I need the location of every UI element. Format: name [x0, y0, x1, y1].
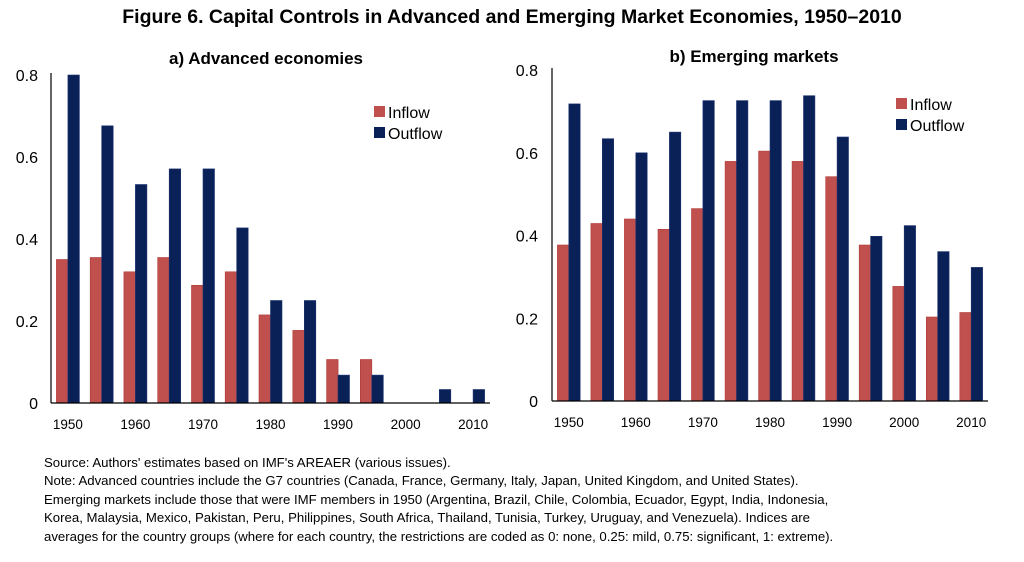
- chart-title-advanced: a) Advanced economies: [169, 49, 363, 68]
- bar-outflow-1970: [702, 100, 715, 402]
- bar-outflow-2010: [970, 267, 983, 402]
- x-tick-label: 1950: [554, 415, 584, 430]
- y-tick-label: 0.2: [516, 311, 538, 328]
- bar-outflow-1990: [337, 374, 350, 404]
- y-tick-label: 0.6: [16, 150, 38, 167]
- x-tick-label: 1950: [53, 417, 83, 432]
- y-tick-label: 0.4: [16, 232, 38, 249]
- y-tick-label: 0: [29, 396, 38, 413]
- y-tick-label: 0.8: [516, 63, 538, 80]
- bar-outflow-1980: [270, 300, 283, 404]
- bar-outflow-1995: [371, 374, 384, 404]
- chart-title-emerging: b) Emerging markets: [669, 47, 838, 66]
- bar-outflow-1955: [601, 138, 614, 402]
- bar-outflow-1950: [568, 103, 581, 402]
- legend-label-outflow: Outflow: [388, 126, 443, 143]
- bar-inflow-1970: [691, 208, 704, 402]
- bar-inflow-1955: [590, 223, 603, 402]
- x-tick-label: 1980: [755, 415, 785, 430]
- y-tick-label: 0.8: [16, 68, 38, 85]
- legend-swatch-outflow: [896, 119, 907, 130]
- y-tick-label: 0.2: [16, 314, 38, 331]
- bar-inflow-1985: [791, 161, 804, 402]
- bar-inflow-1965: [157, 257, 170, 404]
- source-note: Source: Authors' estimates based on IMF'…: [44, 455, 451, 470]
- bar-inflow-1965: [657, 229, 670, 402]
- y-tick-label: 0.6: [516, 146, 538, 163]
- bar-outflow-1985: [303, 300, 317, 404]
- bar-outflow-1955: [101, 125, 114, 404]
- bar-inflow-2000: [892, 286, 905, 402]
- bar-inflow-1980: [258, 314, 271, 404]
- legend-swatch-inflow: [374, 106, 385, 117]
- bar-inflow-1960: [624, 218, 637, 402]
- legend-label-outflow: Outflow: [910, 118, 965, 135]
- x-tick-label: 1970: [688, 415, 718, 430]
- note-line: Korea, Malaysia, Mexico, Pakistan, Peru,…: [44, 510, 811, 526]
- bar-outflow-1990: [836, 136, 849, 402]
- bar-inflow-1975: [724, 161, 737, 402]
- x-tick-label: 1980: [255, 417, 285, 432]
- x-tick-label: 2000: [889, 415, 919, 430]
- bar-inflow-1955: [89, 257, 102, 404]
- bar-inflow-1980: [758, 150, 771, 402]
- note-line: Note: Advanced countries include the G7 …: [44, 473, 799, 489]
- bar-outflow-1995: [870, 236, 883, 402]
- bar-outflow-1975: [236, 227, 249, 404]
- x-tick-label: 2000: [391, 417, 421, 432]
- bar-inflow-2005: [925, 316, 938, 402]
- bar-inflow-1975: [224, 271, 237, 404]
- bar-inflow-1960: [123, 271, 136, 404]
- bar-inflow-1950: [56, 259, 69, 404]
- bar-outflow-1980: [769, 100, 782, 402]
- x-tick-label: 2010: [458, 417, 488, 432]
- bar-inflow-1995: [359, 359, 373, 404]
- bar-inflow-1990: [326, 359, 339, 404]
- x-tick-label: 1990: [822, 415, 852, 430]
- bar-outflow-1965: [168, 168, 181, 404]
- bar-inflow-2010: [959, 312, 972, 402]
- bar-outflow-1960: [135, 184, 148, 404]
- bar-outflow-1965: [669, 131, 682, 402]
- bar-outflow-2010: [472, 389, 485, 404]
- bar-outflow-1950: [67, 74, 80, 404]
- bar-inflow-1990: [825, 176, 838, 402]
- x-tick-label: 1990: [323, 417, 353, 432]
- y-tick-label: 0: [529, 394, 538, 411]
- bar-outflow-1970: [202, 168, 215, 404]
- bar-inflow-1995: [858, 244, 871, 402]
- legend-swatch-outflow: [374, 127, 385, 138]
- figure-title: Figure 6. Capital Controls in Advanced a…: [122, 6, 902, 28]
- x-tick-label: 1960: [120, 417, 150, 432]
- x-tick-label: 1970: [188, 417, 218, 432]
- bar-outflow-2000: [903, 225, 916, 402]
- note-line: Emerging markets include those that were…: [44, 491, 829, 507]
- bar-outflow-1960: [635, 152, 648, 402]
- bar-outflow-2005: [937, 251, 950, 402]
- x-tick-label: 2010: [956, 415, 986, 430]
- bar-outflow-2005: [438, 389, 452, 404]
- charts-canvas: a) Advanced economies 0 0.2 0.4 0.6 0.8 1950 19…: [16, 47, 988, 432]
- figure-notes: Source: Authors' estimates based on IMF'…: [44, 454, 1019, 546]
- y-tick-label: 0.4: [516, 229, 538, 246]
- bar-inflow-1985: [292, 330, 305, 404]
- legend-label-inflow: Inflow: [910, 97, 952, 114]
- bar-inflow-1950: [557, 244, 570, 402]
- bar-outflow-1975: [736, 100, 749, 402]
- note-line: averages for the country groups (where f…: [44, 528, 834, 544]
- x-tick-label: 1960: [621, 415, 651, 430]
- legend-label-inflow: Inflow: [388, 105, 430, 122]
- bar-outflow-1985: [803, 95, 816, 402]
- bar-inflow-1970: [191, 284, 204, 404]
- legend-swatch-inflow: [896, 98, 907, 109]
